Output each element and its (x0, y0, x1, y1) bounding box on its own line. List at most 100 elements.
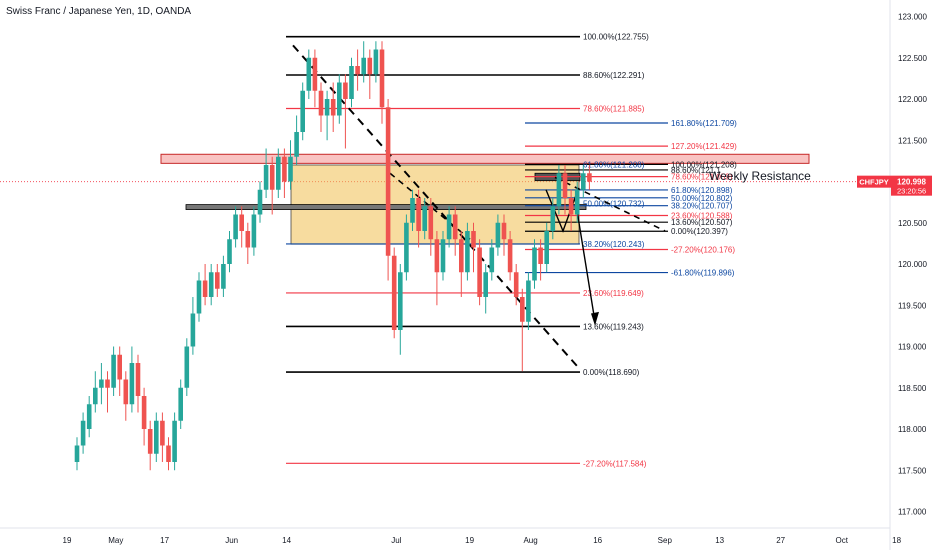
candle-body[interactable] (221, 264, 226, 289)
candle-body[interactable] (452, 214, 458, 240)
candle-body[interactable] (257, 189, 263, 215)
candle-body[interactable] (550, 206, 556, 231)
candle-body[interactable] (86, 404, 92, 429)
candle-body[interactable] (282, 156, 287, 182)
candle-body[interactable] (385, 107, 391, 256)
candle-body[interactable] (93, 387, 98, 405)
candle-body[interactable] (312, 57, 318, 91)
candle-body[interactable] (239, 214, 244, 232)
candle-body[interactable] (398, 272, 403, 330)
candle-body[interactable] (526, 280, 531, 322)
candle-body[interactable] (166, 445, 171, 463)
candle-body[interactable] (202, 280, 208, 298)
candle-body[interactable] (99, 379, 104, 388)
candle-body[interactable] (446, 214, 452, 240)
candle-body[interactable] (251, 214, 257, 248)
candle-body[interactable] (574, 189, 580, 215)
y-tick-label: 118.000 (898, 425, 927, 434)
candle-body[interactable] (147, 429, 153, 454)
candle-body[interactable] (428, 206, 434, 240)
candle-body[interactable] (501, 222, 507, 240)
candle-body[interactable] (129, 363, 135, 405)
candle-body[interactable] (276, 156, 281, 190)
fib-right-label: 0.00%(120.397) (671, 227, 728, 236)
candle-body[interactable] (410, 198, 415, 223)
candle-body[interactable] (178, 387, 183, 421)
candle-body[interactable] (245, 231, 251, 248)
candle-body[interactable] (471, 231, 476, 248)
candle-body[interactable] (227, 239, 232, 264)
y-tick-label: 121.500 (898, 136, 927, 145)
candle-body[interactable] (587, 173, 592, 182)
candle-body[interactable] (513, 272, 519, 297)
fib-left-label: 13.60%(119.243) (583, 322, 644, 331)
candle-body[interactable] (416, 198, 421, 231)
candle-body[interactable] (349, 66, 354, 99)
candle-body[interactable] (190, 313, 196, 347)
candle-body[interactable] (568, 198, 574, 215)
candle-body[interactable] (117, 354, 122, 380)
candle-body[interactable] (300, 90, 305, 132)
candle-body[interactable] (288, 156, 293, 182)
candle-body[interactable] (269, 165, 275, 190)
symbol-badge-label: CHFJPY (859, 178, 889, 187)
candle-body[interactable] (208, 272, 214, 297)
projection-arrowhead (591, 311, 599, 326)
candle-body[interactable] (495, 222, 501, 248)
candle-body[interactable] (440, 239, 446, 273)
candle-body[interactable] (196, 280, 202, 314)
candle-body[interactable] (330, 99, 336, 116)
candle-body[interactable] (532, 247, 537, 281)
candle-body[interactable] (111, 354, 116, 388)
candle-body[interactable] (465, 231, 470, 273)
candle-body[interactable] (404, 222, 409, 273)
candle-body[interactable] (263, 165, 269, 190)
candle-body[interactable] (184, 346, 190, 388)
candle-body[interactable] (422, 206, 427, 231)
candle-body[interactable] (135, 363, 141, 396)
fib-right-label: -61.80%(119.896) (671, 269, 735, 278)
candle-body[interactable] (105, 379, 110, 388)
candle-body[interactable] (172, 420, 177, 462)
candle-body[interactable] (233, 214, 238, 240)
fib-right-label: 161.80%(121.709) (671, 119, 737, 128)
candle-body[interactable] (141, 396, 147, 429)
x-tick-label: 13 (715, 536, 724, 545)
candle-body[interactable] (507, 239, 513, 273)
candle-body[interactable] (337, 82, 342, 116)
y-tick-label: 120.000 (898, 260, 927, 269)
fib-right-label: 61.80%(120.898) (671, 186, 733, 195)
candle-body[interactable] (483, 272, 488, 297)
candle-body[interactable] (367, 57, 373, 75)
candle-body[interactable] (318, 90, 324, 116)
candle-body[interactable] (459, 239, 464, 273)
candle-body[interactable] (477, 247, 482, 298)
candle-body[interactable] (306, 57, 312, 91)
candle-body[interactable] (74, 445, 80, 463)
candle-body[interactable] (80, 420, 86, 446)
candle-body[interactable] (361, 57, 366, 75)
candle-body[interactable] (391, 255, 397, 330)
candle-body[interactable] (160, 420, 165, 446)
candle-body[interactable] (373, 49, 379, 75)
x-tick-label: Oct (835, 536, 848, 545)
candle-body[interactable] (434, 239, 440, 273)
candle-body[interactable] (123, 379, 129, 405)
candle-body[interactable] (581, 173, 586, 190)
candle-body[interactable] (538, 247, 543, 265)
candle-body[interactable] (355, 66, 360, 75)
candle-body[interactable] (343, 82, 348, 100)
candle-body[interactable] (489, 247, 495, 273)
candle-body[interactable] (215, 272, 220, 289)
candle-body[interactable] (556, 173, 562, 207)
candle-body[interactable] (294, 132, 299, 157)
x-tick-label: 19 (465, 536, 474, 545)
candle-body[interactable] (520, 297, 525, 322)
candle-body[interactable] (154, 420, 159, 454)
candle-body[interactable] (544, 231, 549, 264)
fib-right-label: 38.20%(120.707) (671, 202, 733, 211)
candle-body[interactable] (379, 49, 385, 108)
candle-body[interactable] (324, 99, 330, 116)
candle-body[interactable] (562, 173, 568, 198)
